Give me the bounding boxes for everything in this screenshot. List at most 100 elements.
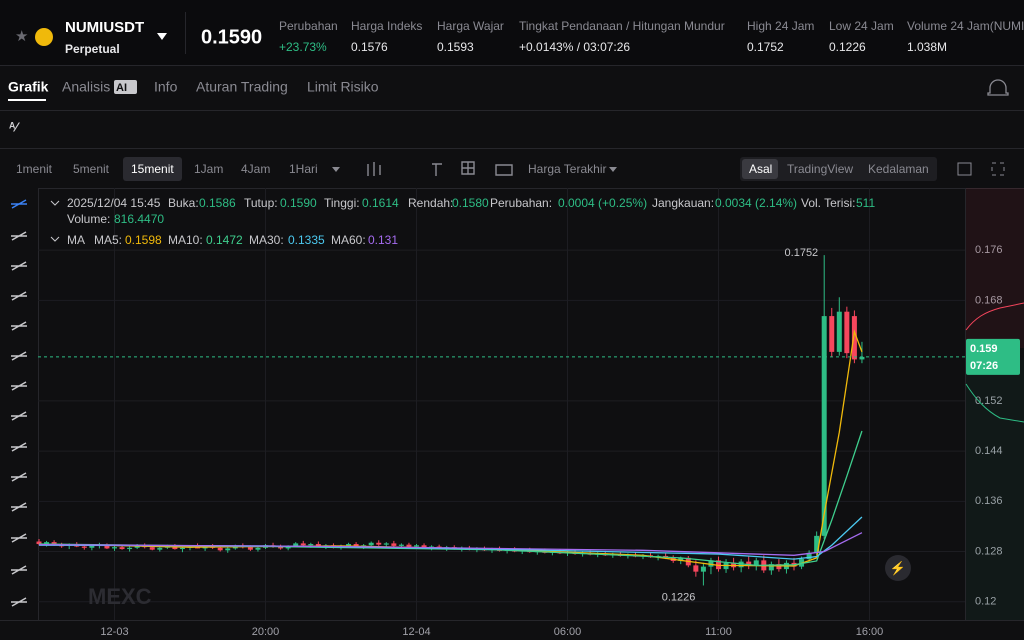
candle-body bbox=[127, 547, 133, 550]
candle-body bbox=[368, 542, 374, 546]
toolbar-icon[interactable] bbox=[495, 164, 513, 176]
collapse-icon[interactable] bbox=[50, 200, 60, 206]
interval[interactable]: 15menit bbox=[131, 162, 174, 176]
stat-value: 0.1576 bbox=[351, 40, 388, 54]
ohlc-info: 0.1590 bbox=[280, 196, 317, 210]
ma-legend-name: MA10: bbox=[168, 233, 203, 247]
contract-type: Perpetual bbox=[65, 42, 120, 56]
stat-value: 0.1593 bbox=[437, 40, 474, 54]
interval[interactable]: 1Hari bbox=[289, 162, 318, 176]
candle-body bbox=[398, 544, 404, 546]
tab[interactable]: Aturan Trading bbox=[196, 79, 288, 95]
view-option[interactable]: Asal bbox=[749, 162, 772, 176]
interval[interactable]: 1menit bbox=[16, 162, 53, 176]
drawing-tool[interactable] bbox=[11, 199, 27, 209]
drawing-tool[interactable] bbox=[11, 231, 27, 241]
stat-label: Volume 24 Jam(NUMI bbox=[907, 19, 1024, 33]
drawing-tool[interactable] bbox=[11, 261, 27, 271]
view-option[interactable]: TradingView bbox=[787, 162, 853, 176]
high-annotation: 0.1752 bbox=[785, 247, 819, 259]
candle-body bbox=[217, 547, 223, 551]
drawing-tool[interactable] bbox=[11, 291, 27, 301]
drawing-tool[interactable] bbox=[11, 381, 27, 391]
tab[interactable]: Limit Risiko bbox=[307, 79, 379, 95]
stat-value: 0.1226 bbox=[829, 40, 866, 54]
ma-legend-name: MA60: bbox=[331, 233, 366, 247]
volume-value: 816.4470 bbox=[114, 212, 164, 226]
drawing-tool[interactable] bbox=[11, 502, 27, 512]
tab[interactable]: Grafik bbox=[8, 79, 49, 95]
price-type[interactable]: Harga Terakhir bbox=[528, 162, 606, 176]
ohlc-info: 0.0004 (+0.25%) bbox=[558, 196, 647, 210]
stat-value: 1.038M bbox=[907, 40, 947, 54]
candle-body bbox=[36, 541, 42, 545]
toolbar-icon[interactable] bbox=[367, 162, 381, 176]
drawing-tool[interactable] bbox=[11, 597, 27, 607]
symbol-dropdown[interactable] bbox=[157, 33, 167, 40]
ohlc-info: 2025/12/04 15:45 bbox=[67, 196, 161, 210]
candle-body bbox=[678, 557, 684, 561]
candle-body bbox=[278, 546, 284, 549]
favorite-star[interactable]: ★ bbox=[15, 28, 28, 45]
drawing-tool[interactable] bbox=[11, 533, 27, 543]
ohlc-info: Tutup: bbox=[244, 196, 278, 210]
ma-line bbox=[38, 532, 863, 556]
price-type-dropdown[interactable] bbox=[609, 167, 617, 172]
quick-button[interactable] bbox=[885, 555, 911, 581]
interval-dropdown[interactable] bbox=[332, 167, 340, 172]
depth-bg bbox=[966, 360, 1024, 620]
drawing-tool[interactable] bbox=[11, 411, 27, 421]
candle-body bbox=[700, 566, 706, 572]
stat-label: Perubahan bbox=[279, 19, 338, 33]
candle-body bbox=[89, 545, 95, 548]
stat-label: Tingkat Pendanaan / Hitungan Mundur bbox=[519, 19, 725, 33]
ma-legend-name: MA5: bbox=[94, 233, 122, 247]
ma-legend-value: 0.1335 bbox=[288, 233, 325, 247]
drawing-tool[interactable] bbox=[11, 472, 27, 482]
tab[interactable]: AI bbox=[116, 82, 127, 94]
x-tick-label: 12-04 bbox=[402, 626, 430, 638]
y-tick-label: 0.12 bbox=[975, 596, 996, 608]
candle-body bbox=[814, 535, 820, 553]
drawing-tool[interactable] bbox=[11, 351, 27, 361]
interval[interactable]: 1Jam bbox=[194, 162, 223, 176]
interval[interactable]: 4Jam bbox=[241, 162, 270, 176]
toolbar-icon[interactable] bbox=[461, 161, 475, 175]
current-price-label: 0.159 bbox=[970, 343, 998, 355]
candle-body bbox=[346, 544, 352, 546]
candle-body bbox=[353, 544, 359, 547]
bell-icon[interactable] bbox=[987, 79, 1009, 96]
candle-body bbox=[708, 560, 714, 567]
tab-underline bbox=[8, 99, 46, 101]
views-bg bbox=[740, 157, 937, 181]
candle-body bbox=[806, 552, 812, 560]
drawing-tool[interactable] bbox=[11, 442, 27, 452]
layout-icon[interactable] bbox=[957, 162, 972, 176]
candle-body bbox=[414, 545, 419, 547]
x-tick-label: 06:00 bbox=[554, 626, 582, 638]
collapse-icon[interactable] bbox=[50, 236, 60, 242]
candle-body bbox=[104, 544, 110, 549]
tab[interactable]: Info bbox=[154, 79, 178, 95]
drawing-tool[interactable] bbox=[11, 565, 27, 575]
candle-body bbox=[753, 560, 759, 566]
view-option[interactable]: Kedalaman bbox=[868, 162, 929, 176]
candle-body bbox=[179, 547, 185, 550]
ma-label: MA bbox=[67, 233, 85, 247]
stat-value: 0.1752 bbox=[747, 40, 784, 54]
interval[interactable]: 5menit bbox=[73, 162, 110, 176]
ma-legend-value: 0.1598 bbox=[125, 233, 162, 247]
indicator-icon[interactable]: ᴬ⁄ bbox=[9, 119, 20, 134]
header-bar bbox=[0, 0, 1024, 65]
ma-legend-name: MA30: bbox=[249, 233, 284, 247]
ohlc-info: 0.1580 bbox=[452, 196, 489, 210]
x-tick-label: 11:00 bbox=[705, 626, 732, 638]
candle-body bbox=[836, 311, 842, 352]
toolbar-icon[interactable] bbox=[432, 163, 442, 176]
drawing-tool[interactable] bbox=[11, 321, 27, 331]
fullscreen-icon[interactable] bbox=[991, 162, 1005, 176]
tab[interactable]: Analisis bbox=[62, 79, 110, 95]
ohlc-info: 0.1586 bbox=[199, 196, 236, 210]
